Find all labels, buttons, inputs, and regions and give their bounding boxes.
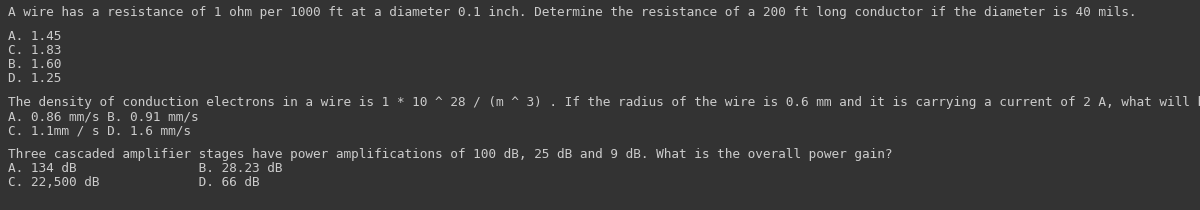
Text: A. 0.86 mm/s B. 0.91 mm/s: A. 0.86 mm/s B. 0.91 mm/s [8,110,199,123]
Text: A wire has a resistance of 1 ohm per 1000 ft at a diameter 0.1 inch. Determine t: A wire has a resistance of 1 ohm per 100… [8,6,1136,19]
Text: Three cascaded amplifier stages have power amplifications of 100 dB, 25 dB and 9: Three cascaded amplifier stages have pow… [8,148,893,161]
Text: A. 1.45: A. 1.45 [8,30,61,43]
Text: C. 1.83: C. 1.83 [8,44,61,57]
Text: The density of conduction electrons in a wire is 1 * 10 ^ 28 / (m ^ 3) . If the : The density of conduction electrons in a… [8,96,1200,109]
Text: C. 1.1mm / s D. 1.6 mm/s: C. 1.1mm / s D. 1.6 mm/s [8,124,191,137]
Text: C. 22,500 dB             D. 66 dB: C. 22,500 dB D. 66 dB [8,176,259,189]
Text: D. 1.25: D. 1.25 [8,72,61,85]
Text: A. 134 dB                B. 28.23 dB: A. 134 dB B. 28.23 dB [8,162,282,175]
Text: B. 1.60: B. 1.60 [8,58,61,71]
